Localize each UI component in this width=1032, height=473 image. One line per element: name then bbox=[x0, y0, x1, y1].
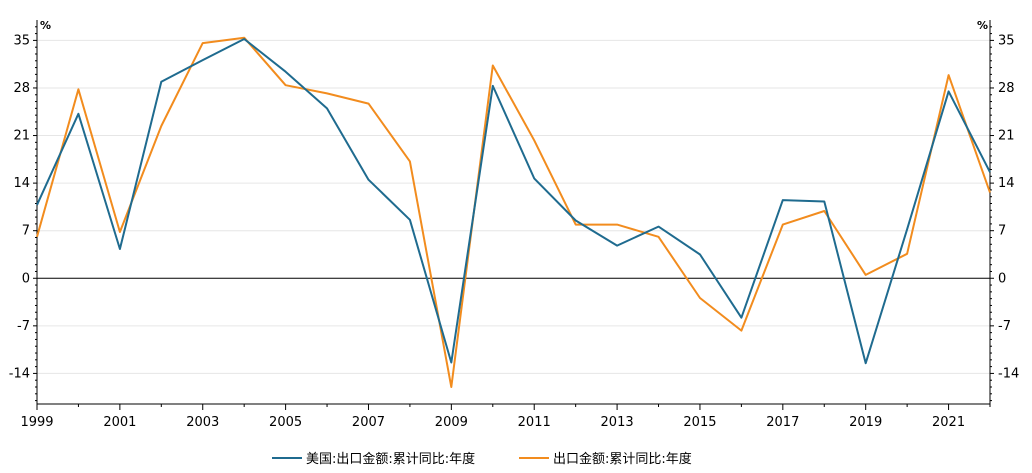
legend-label: 美国:出口金额:累计同比:年度 bbox=[306, 451, 475, 467]
x-tick-label: 2013 bbox=[601, 415, 634, 430]
left-tick-label: 35 bbox=[13, 33, 30, 48]
x-tick-label: 2015 bbox=[683, 415, 716, 430]
x-tick-label: 2019 bbox=[849, 415, 882, 430]
legend-label: 出口金额:累计同比:年度 bbox=[553, 451, 692, 467]
x-axis: 1999 2001 2003 2005 2007 2009 2011 2013 2015 2017… bbox=[20, 403, 991, 430]
left-unit-label: % bbox=[40, 19, 51, 32]
right-tick-label: 35 bbox=[998, 33, 1015, 48]
right-tick-label: 14 bbox=[998, 176, 1015, 191]
left-tick-label: 14 bbox=[13, 176, 30, 191]
right-tick-label: 0 bbox=[998, 271, 1006, 286]
right-tick-label: -14 bbox=[998, 366, 1019, 381]
right-tick-label: 28 bbox=[998, 81, 1015, 96]
x-tick-label: 2003 bbox=[186, 415, 219, 430]
legend: 美国:出口金额:累计同比:年度 出口金额:累计同比:年度 bbox=[272, 451, 692, 467]
x-tick-label: 2007 bbox=[352, 415, 385, 430]
left-tick-label: -7 bbox=[17, 319, 30, 334]
grid-lines bbox=[37, 39, 990, 374]
x-tick-label: 2005 bbox=[269, 415, 302, 430]
right-y-axis: 35 28 21 14 7 0 -7 -14 bbox=[989, 20, 1019, 404]
left-tick-label: -14 bbox=[9, 366, 30, 381]
right-tick-label: 21 bbox=[998, 129, 1015, 144]
x-tick-label: 2021 bbox=[932, 415, 965, 430]
left-tick-label: 7 bbox=[22, 224, 30, 239]
x-tick-label: 1999 bbox=[20, 415, 53, 430]
left-tick-label: 28 bbox=[13, 81, 30, 96]
x-tick-label: 2001 bbox=[103, 415, 136, 430]
x-tick-label: 2017 bbox=[766, 415, 799, 430]
left-tick-label: 21 bbox=[13, 129, 30, 144]
left-tick-label: 0 bbox=[22, 271, 30, 286]
right-tick-label: -7 bbox=[998, 319, 1011, 334]
series-line bbox=[36, 36, 991, 388]
x-tick-label: 2009 bbox=[435, 415, 468, 430]
right-unit-label: % bbox=[977, 19, 988, 32]
series-layer bbox=[36, 36, 991, 388]
x-tick-label: 2011 bbox=[518, 415, 551, 430]
series-line bbox=[36, 38, 991, 365]
left-y-axis: 35 28 21 14 7 0 -7 -14 bbox=[9, 20, 38, 404]
right-tick-label: 7 bbox=[998, 224, 1006, 239]
